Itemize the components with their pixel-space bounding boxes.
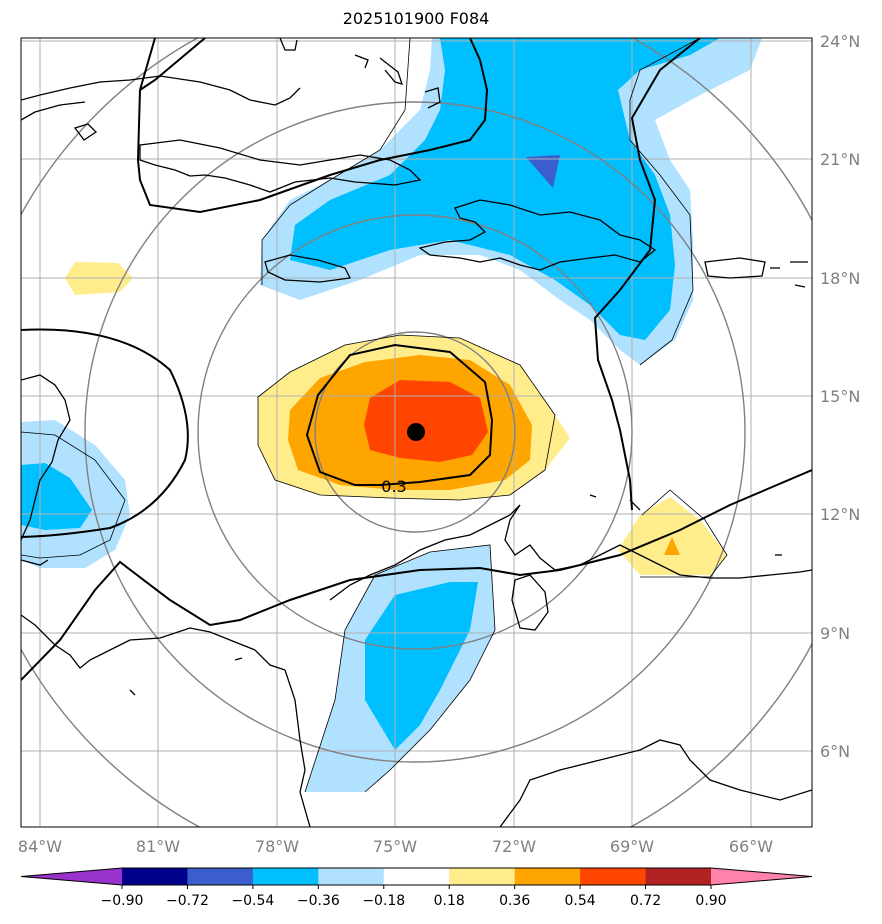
contour-0.3 [305, 343, 494, 486]
negative-anomaly-medium [21, 463, 92, 530]
coastline [794, 284, 806, 288]
lon-label: 75°W [373, 837, 417, 856]
map-title: 2025101900 F084 [342, 9, 490, 28]
colorbar-segment [580, 868, 647, 885]
thin-contour [629, 38, 701, 366]
colorbar-tick-label: −0.90 [101, 893, 144, 909]
thick-contour [593, 38, 701, 511]
colorbar-segment [187, 868, 254, 885]
coastline [511, 574, 549, 631]
map-panel [21, 38, 812, 827]
lat-label: 6°N [820, 742, 850, 761]
range-ring [197, 214, 633, 650]
colorbar-extend-high [711, 868, 812, 885]
colorbar-tick-label: 0.54 [565, 893, 596, 909]
lon-label: 78°W [255, 837, 299, 856]
lat-label: 21°N [820, 150, 860, 169]
coastline [379, 57, 404, 85]
coastline [279, 38, 298, 51]
colorbar-segment [449, 868, 516, 885]
lat-label: 12°N [820, 505, 860, 524]
colorbar-tick-label: −0.54 [231, 893, 274, 909]
coastline [284, 669, 311, 827]
map-frame [20, 37, 813, 828]
range-rings [21, 38, 812, 827]
coastline [329, 504, 812, 601]
coastline [704, 257, 766, 279]
colorbar-tick-label: 0.18 [434, 893, 465, 909]
thick-contour [139, 38, 206, 91]
colorbar-segment [122, 868, 188, 885]
lon-label: 84°W [18, 837, 62, 856]
negative-anomaly-strong [526, 155, 560, 188]
negative-anomaly-medium [290, 38, 720, 340]
thin-contour [21, 431, 126, 559]
coastline [129, 689, 136, 696]
thick-contour [21, 469, 812, 681]
coastline [354, 54, 369, 69]
positive-anomaly-moderate [664, 537, 680, 555]
coastline [264, 254, 351, 283]
range-ring [314, 331, 516, 533]
coastline [424, 87, 441, 109]
thin-contour [261, 38, 411, 285]
lat-axis-labels: 24°N 21°N 18°N 15°N 12°N 9°N 6°N [820, 32, 860, 761]
range-ring [84, 101, 746, 763]
thick-contour [136, 38, 489, 214]
coastline [21, 75, 301, 106]
contour-label: 0.3 [381, 477, 406, 496]
colorbar-tick-label: 0.90 [695, 893, 726, 909]
colorbar-tick-label: −0.72 [166, 893, 209, 909]
coastline [418, 199, 657, 271]
coastline [21, 101, 86, 121]
colorbar-segment [383, 868, 450, 885]
shaded-regions [21, 38, 762, 792]
colorbar-segment [252, 868, 319, 885]
colorbar-tick-label: −0.36 [297, 893, 340, 909]
negative-anomaly-medium [365, 582, 478, 750]
colorbar-tick-label: 0.36 [499, 893, 530, 909]
thin-contour [257, 334, 556, 501]
coastline [589, 494, 597, 498]
lon-label: 72°W [492, 837, 536, 856]
lon-label: 66°W [729, 837, 773, 856]
coastline [629, 499, 641, 511]
thick-contours [21, 38, 812, 681]
lon-label: 69°W [610, 837, 654, 856]
coastline [73, 123, 98, 141]
lon-axis-labels: 84°W 81°W 78°W 75°W 72°W 69°W 66°W [18, 837, 773, 856]
colorbar: −0.90 −0.72 −0.54 −0.36 −0.18 0.18 0.36 0.54 0.7… [20, 867, 813, 909]
positive-anomaly-weak [618, 497, 727, 575]
coastline [21, 374, 71, 541]
colorbar-segment [514, 868, 581, 885]
lat-label: 24°N [820, 32, 860, 51]
colorbar-segment [318, 868, 385, 885]
coastline [139, 139, 422, 193]
colorbar-extend-low [21, 868, 122, 885]
coastline [499, 739, 812, 827]
coastline [21, 614, 286, 671]
coastline [234, 657, 243, 661]
thick-contour [21, 328, 189, 538]
coastlines [21, 38, 812, 827]
thin-contour [304, 544, 496, 793]
colorbar-tick-label: 0.72 [630, 893, 661, 909]
lat-label: 15°N [820, 387, 860, 406]
coastline [21, 559, 49, 566]
colorbar-segment [645, 868, 712, 885]
lon-label: 81°W [136, 837, 180, 856]
storm-center-marker [407, 423, 425, 441]
colorbar-tick-label: −0.18 [362, 893, 405, 909]
lat-label: 9°N [820, 624, 850, 643]
lat-label: 18°N [820, 269, 860, 288]
